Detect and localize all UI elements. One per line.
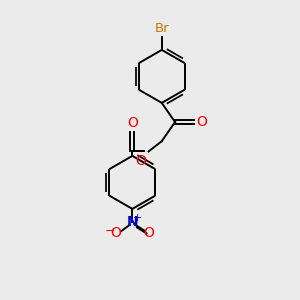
Text: O: O xyxy=(136,154,146,167)
Text: O: O xyxy=(143,226,154,240)
Text: O: O xyxy=(196,115,207,129)
Text: N: N xyxy=(127,215,138,229)
Text: +: + xyxy=(133,213,142,223)
Text: O: O xyxy=(127,116,138,130)
Text: O: O xyxy=(111,226,122,240)
Text: Br: Br xyxy=(154,22,169,35)
Text: −: − xyxy=(104,224,115,238)
